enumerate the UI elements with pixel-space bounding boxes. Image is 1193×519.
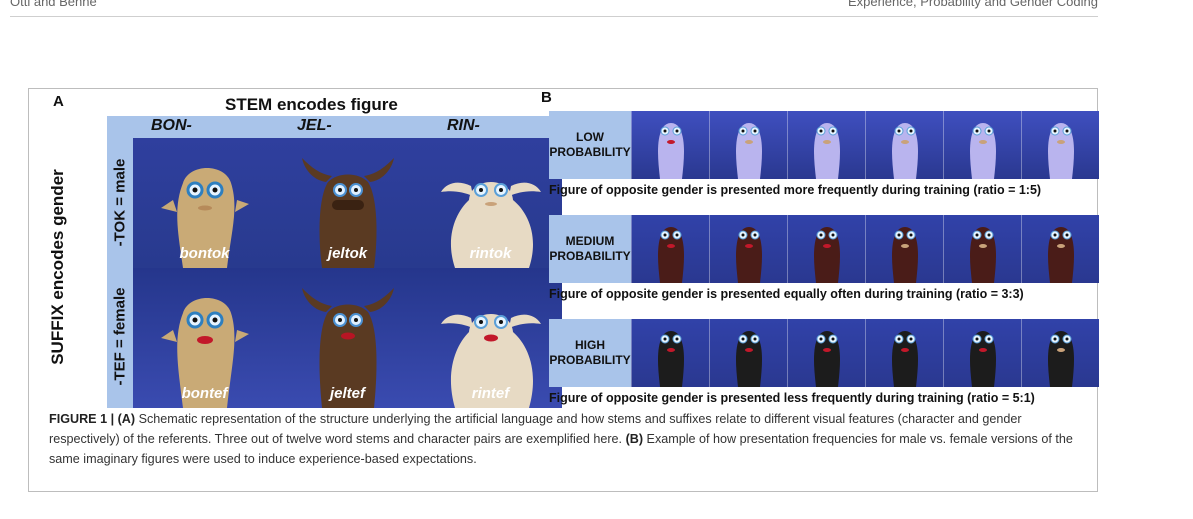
panel-b: B LOW PROBABILITY Figure of opposite gend… — [539, 89, 1099, 405]
stem-label-bon: BON- — [151, 117, 192, 134]
probability-frame — [709, 215, 787, 283]
character-rintok: rintok — [419, 138, 562, 268]
probability-figure-icon — [736, 331, 762, 387]
probability-figure-icon — [970, 227, 996, 283]
probability-label-line1: LOW — [576, 130, 604, 144]
running-head-title: Experience, Probability and Gender Codin… — [847, 0, 1098, 9]
character-name: jeltok — [327, 245, 368, 262]
probability-frame — [631, 111, 709, 179]
probability-frame — [787, 319, 865, 387]
probability-strip: HIGH PROBABILITY — [549, 319, 1099, 387]
panel-a: A STEM encodes figure BON- JEL- RIN- SUF… — [48, 93, 562, 408]
caption-part-b-label: (B) — [625, 432, 644, 446]
character-rintef: rintef — [419, 268, 562, 408]
character-jeltef: jeltef — [276, 268, 419, 408]
probability-figure-icon — [970, 123, 996, 179]
probability-frame — [709, 111, 787, 179]
probability-figure-icon — [1048, 227, 1074, 283]
probability-frame — [943, 215, 1021, 283]
row-strip-male: -TOK = male — [107, 138, 133, 268]
character-row-female: bontef jeltef — [133, 268, 562, 408]
character-name: rintok — [469, 245, 512, 262]
probability-figure-icon — [814, 227, 840, 283]
character-name: bontef — [181, 385, 228, 402]
probability-label-line1: HIGH — [575, 338, 605, 352]
probability-frame — [865, 319, 943, 387]
probability-frame — [787, 111, 865, 179]
rin-figure-icon — [441, 182, 541, 268]
caption-label: FIGURE 1 | — [49, 412, 115, 426]
probability-label: HIGH PROBABILITY — [549, 319, 631, 387]
character-name: jeltef — [329, 385, 365, 402]
probability-figure-icon — [658, 123, 684, 179]
probability-label: LOW PROBABILITY — [549, 111, 631, 179]
stem-title: STEM encodes figure — [225, 95, 398, 114]
suffix-axis-label: SUFFIX encodes gender — [48, 169, 67, 365]
bon-figure-icon — [161, 298, 249, 408]
header-divider — [10, 16, 1098, 17]
character-name: bontok — [179, 245, 230, 262]
caption-part-a-label: (A) — [117, 412, 136, 426]
rin-figure-icon — [441, 314, 541, 408]
probability-label: MEDIUM PROBABILITY — [549, 215, 631, 283]
character-jeltok: jeltok — [276, 138, 419, 268]
stem-label-jel: JEL- — [297, 117, 332, 134]
probability-figure-icon — [658, 227, 684, 283]
probability-frame — [1021, 215, 1099, 283]
panel-b-letter: B — [541, 89, 552, 106]
row-label-male: -TOK = male — [111, 158, 129, 247]
probability-label-line2: PROBABILITY — [549, 353, 631, 367]
probability-frame — [943, 111, 1021, 179]
probability-label-line2: PROBABILITY — [549, 249, 631, 263]
probability-figure-icon — [970, 331, 996, 387]
probability-figure-icon — [892, 123, 918, 179]
probability-figure-icon — [1048, 123, 1074, 179]
probability-figure-icon — [892, 331, 918, 387]
character-name: rintef — [471, 385, 510, 402]
figure-box: A STEM encodes figure BON- JEL- RIN- SUF… — [28, 88, 1099, 492]
probability-figure-icon — [814, 331, 840, 387]
figure-caption: FIGURE 1 | (A) Schematic representation … — [49, 409, 1084, 469]
probability-frames — [631, 111, 1099, 179]
character-bontok: bontok — [133, 138, 276, 268]
panel-a-letter: A — [53, 93, 64, 110]
jel-figure-icon — [302, 288, 394, 408]
probability-label-line1: MEDIUM — [565, 234, 615, 248]
character-row-male: bontok jeltok — [133, 138, 562, 268]
stem-label-rin: RIN- — [447, 117, 480, 134]
probability-frame — [709, 319, 787, 387]
caption-part-b-text: Example of how presentation frequencies … — [49, 432, 1073, 466]
probability-frame — [1021, 319, 1099, 387]
probability-frame — [943, 319, 1021, 387]
probability-label-line2: PROBABILITY — [549, 145, 631, 159]
probability-frame — [631, 215, 709, 283]
row-label-female: -TEF = female — [111, 287, 129, 386]
probability-caption: Figure of opposite gender is presented e… — [549, 287, 1024, 301]
probability-figure-icon — [658, 331, 684, 387]
probability-figure-icon — [814, 123, 840, 179]
caption-part-a-text: Schematic representation of the structur… — [49, 412, 1022, 446]
character-bontef: bontef — [133, 268, 276, 408]
probability-figure-icon — [736, 123, 762, 179]
probability-caption: Figure of opposite gender is presented m… — [549, 183, 1042, 197]
probability-figure-icon — [1048, 331, 1074, 387]
probability-caption: Figure of opposite gender is presented l… — [549, 391, 1035, 405]
probability-frame — [631, 319, 709, 387]
running-head: Öttl and Behne Experience, Probability a… — [0, 0, 1193, 18]
probability-figure-icon — [892, 227, 918, 283]
probability-strip: MEDIUM PROBABILITY — [549, 215, 1099, 283]
probability-figure-icon — [736, 227, 762, 283]
probability-frames — [631, 319, 1099, 387]
probability-frame — [865, 215, 943, 283]
row-strip-female: -TEF = female — [107, 268, 133, 408]
probability-frame — [865, 111, 943, 179]
bon-figure-icon — [161, 168, 249, 268]
running-head-authors: Öttl and Behne — [10, 0, 97, 9]
probability-frame — [1021, 111, 1099, 179]
probability-strip: LOW PROBABILITY — [549, 111, 1099, 179]
stem-header: BON- JEL- RIN- — [107, 116, 562, 138]
probability-frame — [787, 215, 865, 283]
jel-figure-icon — [302, 158, 394, 268]
probability-frames — [631, 215, 1099, 283]
